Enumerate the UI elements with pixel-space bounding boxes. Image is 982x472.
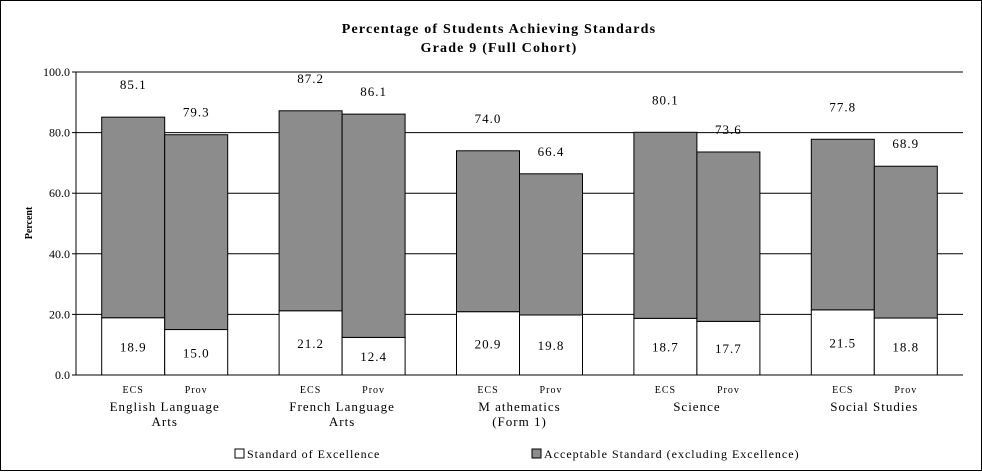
y-tick-label: 20.0 bbox=[49, 307, 70, 321]
legend-label-excellence: Standard of Excellence bbox=[247, 447, 380, 461]
data-label-total: 73.6 bbox=[715, 122, 742, 137]
chart-titles: Percentage of Students Achieving Standar… bbox=[342, 22, 657, 56]
bar-acceptable bbox=[456, 150, 520, 313]
group-tick-label: ECS bbox=[477, 385, 498, 396]
group-tick-label: Prov bbox=[362, 385, 385, 396]
legend: Standard of Excellence Acceptable Standa… bbox=[234, 447, 800, 461]
category-tick-label: (Form 1) bbox=[492, 414, 547, 429]
group-tick-label: ECS bbox=[832, 385, 853, 396]
category-tick-label: Social Studies bbox=[830, 399, 918, 414]
bar-excellence bbox=[633, 317, 698, 376]
bar-acceptable bbox=[101, 116, 166, 319]
legend-label-acceptable: Acceptable Standard (excluding Excellenc… bbox=[544, 447, 800, 461]
y-tick-label: 0.0 bbox=[55, 368, 70, 382]
data-label-total: 77.8 bbox=[829, 99, 856, 114]
bar-acceptable bbox=[810, 138, 875, 311]
data-label-excellence: 18.8 bbox=[892, 340, 919, 355]
bar-acceptable bbox=[164, 134, 229, 331]
data-label-total: 85.1 bbox=[120, 77, 147, 92]
data-label-total: 66.4 bbox=[538, 144, 565, 159]
group-tick-label: Prov bbox=[717, 385, 740, 396]
group-tick-label: ECS bbox=[300, 385, 321, 396]
bar-excellence bbox=[101, 317, 166, 376]
data-label-excellence: 15.0 bbox=[183, 345, 210, 360]
y-tick-label: 40.0 bbox=[49, 247, 70, 261]
data-label-excellence: 19.8 bbox=[538, 338, 565, 353]
data-label-total: 68.9 bbox=[892, 136, 919, 151]
data-label-excellence: 21.5 bbox=[829, 335, 856, 350]
category-tick-label: Arts bbox=[329, 414, 355, 429]
data-label-total: 87.2 bbox=[297, 71, 324, 86]
data-label-excellence: 12.4 bbox=[360, 349, 387, 364]
y-tick-label: 100.0 bbox=[43, 65, 70, 79]
group-tick-label: Prov bbox=[894, 385, 917, 396]
category-tick-label: English Language bbox=[110, 399, 220, 414]
y-tick-label: 80.0 bbox=[49, 126, 70, 140]
data-label-total: 86.1 bbox=[360, 84, 387, 99]
bar-excellence bbox=[810, 309, 875, 376]
category-tick-label: Science bbox=[673, 399, 720, 414]
data-label-excellence: 21.2 bbox=[297, 336, 324, 351]
bar-acceptable bbox=[696, 151, 761, 322]
legend-swatch-acceptable bbox=[531, 448, 542, 459]
y-tick-label: 60.0 bbox=[49, 186, 70, 200]
axes: 0.0 20.0 40.0 60.0 80.0 100.0 ECS Prov English L… bbox=[43, 65, 963, 429]
chart-title: Percentage of Students Achieving Standar… bbox=[342, 22, 657, 37]
data-labels: 18.9 85.1 15.0 79.3 21.2 87.2 12.4 86.1 20.9 74.0… bbox=[120, 71, 919, 364]
data-label-excellence: 20.9 bbox=[475, 336, 502, 351]
data-label-total: 80.1 bbox=[652, 92, 679, 107]
bar-acceptable bbox=[633, 131, 698, 319]
data-label-total: 74.0 bbox=[475, 111, 502, 126]
bar-acceptable bbox=[341, 113, 406, 338]
data-label-excellence: 18.9 bbox=[120, 339, 147, 354]
data-label-excellence: 18.7 bbox=[652, 340, 679, 355]
category-tick-label: French Language bbox=[289, 399, 395, 414]
legend-swatch-excellence bbox=[234, 448, 245, 459]
chart-subtitle: Grade 9 (Full Cohort) bbox=[420, 41, 577, 56]
category-tick-label: M athematics bbox=[478, 399, 560, 414]
bar-excellence bbox=[873, 317, 938, 376]
bars bbox=[101, 110, 938, 376]
bar-excellence bbox=[696, 320, 761, 376]
bar-acceptable bbox=[278, 110, 343, 312]
data-label-excellence: 17.7 bbox=[715, 341, 742, 356]
group-tick-label: Prov bbox=[540, 385, 563, 396]
category-tick-label: Arts bbox=[152, 414, 178, 429]
y-axis-label: Percent bbox=[24, 206, 35, 239]
data-label-total: 79.3 bbox=[183, 105, 210, 120]
bar-acceptable bbox=[519, 173, 583, 316]
group-tick-label: Prov bbox=[185, 385, 208, 396]
bar-acceptable bbox=[873, 165, 938, 319]
group-tick-label: ECS bbox=[123, 385, 144, 396]
group-tick-label: ECS bbox=[655, 385, 676, 396]
